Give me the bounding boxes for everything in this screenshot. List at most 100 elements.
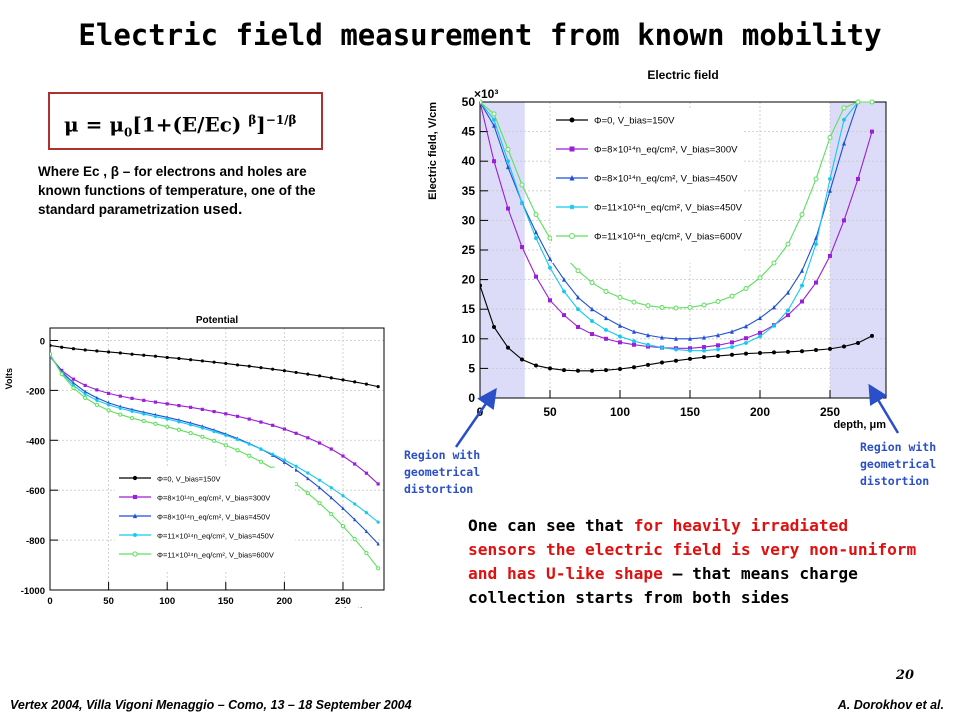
data-point bbox=[674, 347, 678, 352]
data-point bbox=[576, 324, 580, 329]
data-point bbox=[212, 360, 216, 364]
y-tick-label: 35 bbox=[462, 184, 476, 198]
data-point bbox=[688, 346, 692, 351]
x-tick-label: 150 bbox=[218, 596, 234, 607]
data-point bbox=[480, 283, 482, 288]
data-point bbox=[165, 402, 169, 406]
data-point bbox=[118, 394, 122, 398]
legend-label: Φ=11×10¹⁴n_eq/cm², V_bias=600V bbox=[594, 232, 743, 243]
data-point bbox=[800, 283, 804, 288]
x-tick-label: 100 bbox=[610, 405, 630, 419]
data-point bbox=[83, 395, 88, 400]
data-point bbox=[305, 491, 310, 496]
data-point bbox=[364, 529, 369, 533]
formula-exponent: −1/β bbox=[265, 113, 297, 127]
data-point bbox=[271, 367, 275, 371]
data-point bbox=[505, 146, 511, 152]
data-point bbox=[142, 353, 146, 357]
data-point bbox=[632, 339, 636, 344]
data-point bbox=[828, 188, 832, 193]
data-point bbox=[842, 344, 846, 349]
data-point bbox=[71, 380, 76, 385]
data-point bbox=[743, 285, 749, 291]
legend-label: Φ=11×10¹⁴n_eq/cm², V_bias=450V bbox=[594, 203, 743, 214]
data-point bbox=[247, 417, 251, 421]
data-point bbox=[132, 475, 138, 481]
data-point bbox=[533, 211, 539, 217]
data-point bbox=[306, 476, 310, 481]
data-point bbox=[786, 349, 790, 354]
data-point bbox=[282, 427, 286, 431]
data-point bbox=[786, 308, 790, 313]
y-tick-label: 25 bbox=[462, 243, 476, 257]
data-point bbox=[294, 431, 298, 435]
data-point bbox=[106, 350, 111, 354]
data-point bbox=[632, 329, 636, 334]
data-point bbox=[118, 406, 122, 410]
region-arrow-left bbox=[454, 387, 497, 448]
formula-mu0: μ bbox=[109, 112, 124, 137]
data-point bbox=[758, 330, 762, 335]
data-point bbox=[259, 366, 263, 370]
legend-label: Φ=0, V_bias=150V bbox=[594, 116, 675, 127]
data-point bbox=[617, 294, 623, 300]
data-point bbox=[562, 313, 566, 318]
data-point bbox=[632, 365, 636, 370]
data-point bbox=[590, 332, 594, 337]
region-label-left-line: distortion bbox=[404, 482, 474, 496]
data-point bbox=[548, 256, 552, 261]
potential-chart: Potential 0 50 100 150 200 250 0 -200 -400 -600 -80… bbox=[4, 315, 385, 608]
x-tick-label: 0 bbox=[47, 596, 52, 607]
x-tick-label: 200 bbox=[750, 405, 770, 419]
data-point bbox=[130, 396, 134, 400]
data-point bbox=[590, 306, 594, 312]
y-tick-label: 0 bbox=[468, 391, 475, 405]
data-point bbox=[772, 350, 776, 355]
data-point bbox=[177, 420, 181, 424]
data-point bbox=[842, 140, 846, 146]
chart-title: Potential bbox=[196, 315, 238, 326]
data-point bbox=[569, 204, 575, 210]
data-point bbox=[618, 340, 622, 345]
data-point bbox=[506, 159, 510, 164]
data-point bbox=[506, 345, 510, 350]
data-point bbox=[828, 253, 832, 258]
data-point bbox=[153, 400, 158, 404]
data-point bbox=[814, 348, 818, 353]
data-point bbox=[364, 382, 369, 386]
legend: Φ=0, V_bias=150V Φ=8×10¹⁴n_eq/cm², V_bias… bbox=[115, 468, 295, 571]
data-point bbox=[317, 478, 322, 482]
data-point bbox=[224, 361, 228, 366]
data-point bbox=[306, 436, 310, 440]
data-point bbox=[189, 358, 193, 362]
formula-mu: μ bbox=[64, 112, 79, 137]
data-point bbox=[646, 332, 650, 338]
x-tick-label: 50 bbox=[103, 596, 114, 607]
data-point bbox=[153, 354, 158, 358]
data-point bbox=[71, 377, 76, 381]
data-point bbox=[165, 417, 169, 421]
x-tick-label: 150 bbox=[680, 405, 700, 419]
formula-equals: = bbox=[78, 112, 110, 137]
series-group bbox=[50, 352, 381, 571]
data-point bbox=[646, 362, 650, 367]
data-point bbox=[604, 336, 608, 341]
x-tick-label: 200 bbox=[276, 596, 292, 607]
mobility-formula: μ = μ0[1+(E/Ec) β]−1/β bbox=[48, 92, 323, 150]
parametrization-used: used. bbox=[203, 201, 243, 218]
data-point bbox=[83, 389, 87, 394]
data-point bbox=[235, 363, 240, 367]
data-point bbox=[352, 536, 357, 542]
data-point bbox=[590, 368, 594, 373]
data-point bbox=[660, 335, 664, 340]
data-point bbox=[329, 486, 333, 490]
data-point bbox=[50, 352, 53, 357]
y-tick-label: 5 bbox=[468, 361, 475, 375]
legend-label: Φ=8×10¹⁴n_eq/cm², V_bias=450V bbox=[594, 174, 738, 185]
data-point bbox=[716, 332, 720, 338]
data-point bbox=[130, 352, 134, 356]
data-point bbox=[715, 299, 721, 305]
data-point bbox=[340, 524, 346, 529]
data-point bbox=[548, 366, 552, 371]
data-point bbox=[569, 146, 575, 152]
